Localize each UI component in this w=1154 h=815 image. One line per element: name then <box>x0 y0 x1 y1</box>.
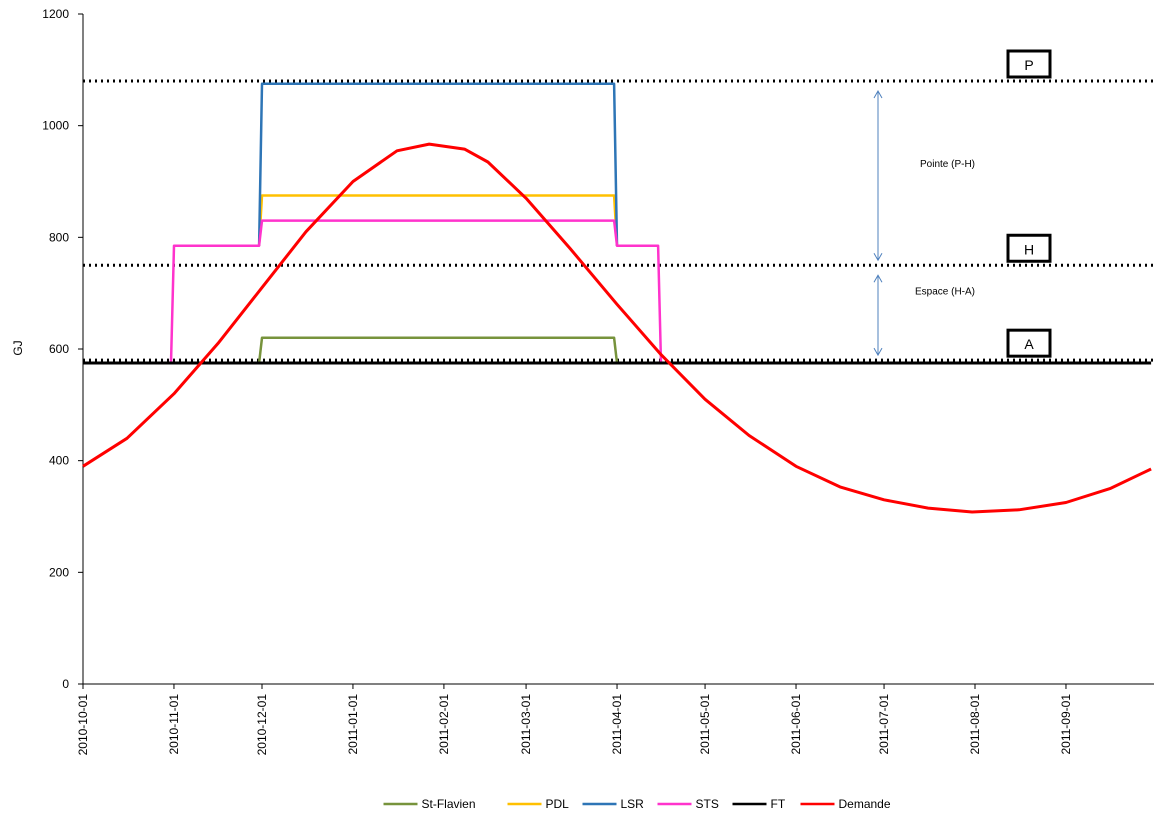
annotation-label: Espace (H-A) <box>915 287 975 298</box>
legend-label: St-Flavien <box>422 797 476 811</box>
series-line-sts <box>169 219 663 364</box>
legend-label: STS <box>696 797 719 811</box>
range-annotations: Pointe (P-H) Espace (H-A) <box>873 89 975 357</box>
arrow-head-up <box>873 274 883 283</box>
x-axis-ticks: 2010-10-01 2010-11-01 2010-12-01 2011-01-01… <box>76 684 1073 755</box>
y-axis-label: GJ <box>11 340 25 355</box>
y-tick-label: 1200 <box>42 7 69 21</box>
y-tick-label: 200 <box>49 565 69 579</box>
x-tick-label: 2011-08-01 <box>968 694 982 755</box>
x-tick-label: 2011-01-01 <box>346 694 360 755</box>
reference-label: P <box>1024 57 1033 73</box>
reference-label-box <box>1006 233 1052 263</box>
series-line-lsr <box>257 82 619 246</box>
series-lines <box>82 82 1152 514</box>
y-tick-label: 800 <box>49 230 69 244</box>
x-tick-label: 2011-09-01 <box>1059 694 1073 755</box>
legend-label: LSR <box>621 797 645 811</box>
legend-label: PDL <box>546 797 570 811</box>
legend-label: FT <box>771 797 786 811</box>
x-tick-label: 2011-06-01 <box>789 694 803 755</box>
reference-label-box <box>1006 49 1052 79</box>
x-tick-label: 2011-02-01 <box>437 694 451 755</box>
reference-label: A <box>1024 336 1034 352</box>
reference-label-box <box>1006 328 1052 358</box>
arrow-head-up <box>873 89 883 99</box>
y-tick-label: 600 <box>49 342 69 356</box>
plot-area <box>82 14 1154 685</box>
reference-lines: P H A <box>83 49 1154 362</box>
arrow-head-down <box>873 253 883 262</box>
arrow-head-down <box>873 347 883 357</box>
reference-label: H <box>1024 241 1034 257</box>
x-tick-label: 2010-10-01 <box>76 694 90 756</box>
y-tick-label: 400 <box>49 454 69 468</box>
legend: St-Flavien PDL LSR STS FT Demande <box>383 797 891 811</box>
x-tick-label: 2010-11-01 <box>167 694 181 755</box>
y-tick-label: 1000 <box>42 119 69 133</box>
series-line-demande <box>82 142 1152 514</box>
series-line-st-flavien <box>257 336 619 364</box>
x-tick-label: 2011-05-01 <box>698 694 712 755</box>
x-tick-label: 2011-07-01 <box>877 694 891 755</box>
annotation-label: Pointe (P-H) <box>920 159 975 170</box>
x-tick-label: 2010-12-01 <box>255 694 269 756</box>
x-tick-label: 2011-04-01 <box>610 694 624 755</box>
y-tick-label: 0 <box>62 677 69 691</box>
legend-label: Demande <box>839 797 891 811</box>
y-axis-ticks: 0 200 400 600 800 1000 1200 <box>42 7 83 691</box>
x-tick-label: 2011-03-01 <box>519 694 533 755</box>
